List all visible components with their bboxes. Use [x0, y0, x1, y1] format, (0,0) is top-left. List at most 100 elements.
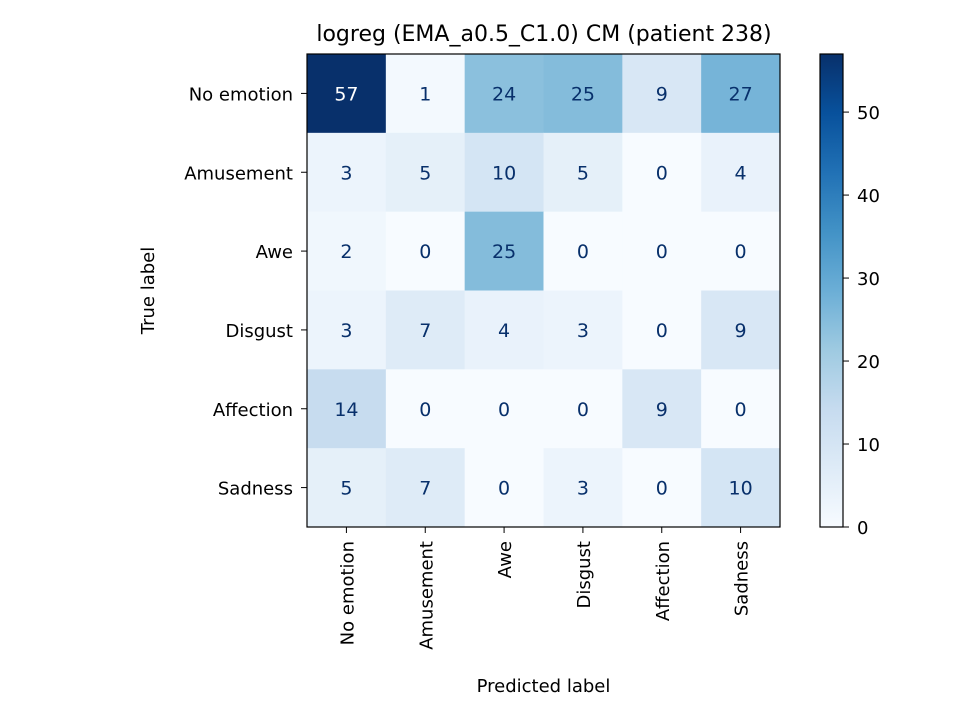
- heatmap-cell: [307, 448, 387, 528]
- cell-value-label: 14: [334, 399, 358, 421]
- heatmap-cell: [385, 448, 466, 528]
- heatmap-cell: [385, 369, 466, 449]
- chart-title: logreg (EMA_a0.5_C1.0) CM (patient 238): [316, 22, 771, 47]
- cell-value-label: 4: [498, 320, 510, 342]
- cell-value-label: 3: [577, 320, 589, 342]
- cell-value-label: 0: [735, 241, 747, 263]
- cell-value-label: 25: [571, 83, 595, 105]
- heatmap-cell: [543, 290, 623, 370]
- cell-value-label: 3: [340, 320, 352, 342]
- y-tick-label-affection: Affection: [213, 400, 293, 421]
- cell-value-label: 0: [498, 478, 510, 500]
- y-tick-label-sadness: Sadness: [218, 479, 293, 500]
- colorbar-tick-label: 10: [857, 435, 880, 456]
- heatmap-cells: [307, 54, 781, 528]
- heatmap-cell: [385, 290, 466, 370]
- heatmap-cell: [701, 369, 781, 449]
- heatmap-cell: [385, 54, 466, 134]
- cell-value-label: 3: [577, 478, 589, 500]
- cell-value-label: 7: [419, 478, 431, 500]
- x-tick-label-amusement: Amusement: [416, 541, 437, 650]
- heatmap-cell: [464, 369, 544, 449]
- cell-value-label: 0: [419, 399, 431, 421]
- heatmap-cell: [701, 211, 781, 291]
- heatmap-cell: [307, 290, 387, 370]
- heatmap-cell: [543, 132, 623, 213]
- cell-value-label: 0: [577, 399, 589, 421]
- heatmap-cell: [307, 132, 387, 213]
- cell-value-label: 10: [492, 162, 516, 184]
- cell-value-label: 0: [656, 478, 668, 500]
- x-tick-label-affection: Affection: [653, 541, 674, 621]
- cell-value-label: 0: [735, 399, 747, 421]
- cell-value-label: 7: [419, 320, 431, 342]
- heatmap-cell: [385, 211, 466, 291]
- x-axis-ticks: No emotion Amusement Awe Disgust Affection Sa…: [337, 527, 753, 650]
- cell-value-label: 9: [656, 83, 668, 105]
- heatmap-cell: [622, 448, 702, 528]
- x-tick-label-awe: Awe: [495, 541, 516, 578]
- cell-value-label: 9: [735, 320, 747, 342]
- y-axis-label: True label: [138, 247, 159, 336]
- cell-value-label: 27: [728, 83, 752, 105]
- x-axis-label: Predicted label: [477, 676, 611, 697]
- cell-value-label: 0: [577, 241, 589, 263]
- cell-value-label: 3: [340, 162, 352, 184]
- cell-value-label: 5: [340, 478, 352, 500]
- cell-value-label: 25: [492, 241, 516, 263]
- colorbar-tick-label: 20: [857, 352, 880, 373]
- colorbar: [819, 53, 844, 528]
- cell-value-label: 0: [656, 320, 668, 342]
- cell-value-label: 24: [492, 83, 516, 105]
- cell-value-labels: 57 1 24 25 9 273 5 10 5 0 42 0 25 0 0 03 7 4 3 0 914 0 0 0 9 05 7 0…: [334, 83, 752, 499]
- heatmap-cell: [622, 290, 702, 370]
- heatmap-cell: [622, 54, 702, 134]
- colorbar-tick-label: 30: [857, 269, 880, 290]
- x-tick-label-sadness: Sadness: [732, 541, 753, 616]
- heatmap-cell: [307, 54, 387, 134]
- colorbar-tick-label: 0: [857, 518, 868, 539]
- heatmap-cell: [701, 448, 781, 528]
- heatmap-cell: [464, 54, 544, 134]
- y-axis-ticks: No emotion Amusement Awe Disgust Affection Sa…: [184, 84, 307, 500]
- cell-value-label: 5: [419, 162, 431, 184]
- colorbar-ticks: 0 10 20 30 40 50: [843, 103, 880, 539]
- heatmap-cell: [464, 290, 544, 370]
- heatmap-cell: [622, 211, 702, 291]
- heatmap-cell: [543, 369, 623, 449]
- y-tick-label-no-emotion: No emotion: [189, 84, 293, 105]
- cell-value-label: 0: [656, 241, 668, 263]
- heatmap-cell: [464, 211, 544, 291]
- cell-value-label: 2: [340, 241, 352, 263]
- heatmap-cell: [385, 132, 466, 213]
- heatmap-cell: [543, 211, 623, 291]
- cell-value-label: 1: [419, 83, 431, 105]
- y-tick-label-awe: Awe: [256, 242, 293, 263]
- cell-value-label: 0: [656, 162, 668, 184]
- heatmap-cell: [464, 132, 544, 213]
- heatmap-cell: [307, 211, 387, 291]
- colorbar-tick-label: 50: [857, 103, 880, 124]
- x-tick-label-disgust: Disgust: [574, 541, 595, 609]
- cell-value-label: 4: [735, 162, 747, 184]
- cell-value-label: 0: [419, 241, 431, 263]
- cell-value-label: 0: [498, 399, 510, 421]
- y-tick-label-amusement: Amusement: [184, 163, 293, 184]
- plot-frame: [306, 53, 781, 528]
- heatmap-cell: [543, 448, 623, 528]
- heatmap-cell: [701, 54, 781, 134]
- colorbar-tick-label: 40: [857, 186, 880, 207]
- heatmap-cell: [622, 369, 702, 449]
- heatmap-cell: [701, 132, 781, 213]
- heatmap-cell: [307, 369, 387, 449]
- cell-value-label: 57: [334, 83, 358, 105]
- heatmap-cell: [622, 132, 702, 213]
- cell-value-label: 9: [656, 399, 668, 421]
- heatmap-cell: [543, 54, 623, 134]
- y-tick-label-disgust: Disgust: [225, 321, 293, 342]
- cell-value-label: 5: [577, 162, 589, 184]
- x-tick-label-no-emotion: No emotion: [337, 541, 358, 645]
- cell-value-label: 10: [728, 478, 752, 500]
- heatmap-cell: [701, 290, 781, 370]
